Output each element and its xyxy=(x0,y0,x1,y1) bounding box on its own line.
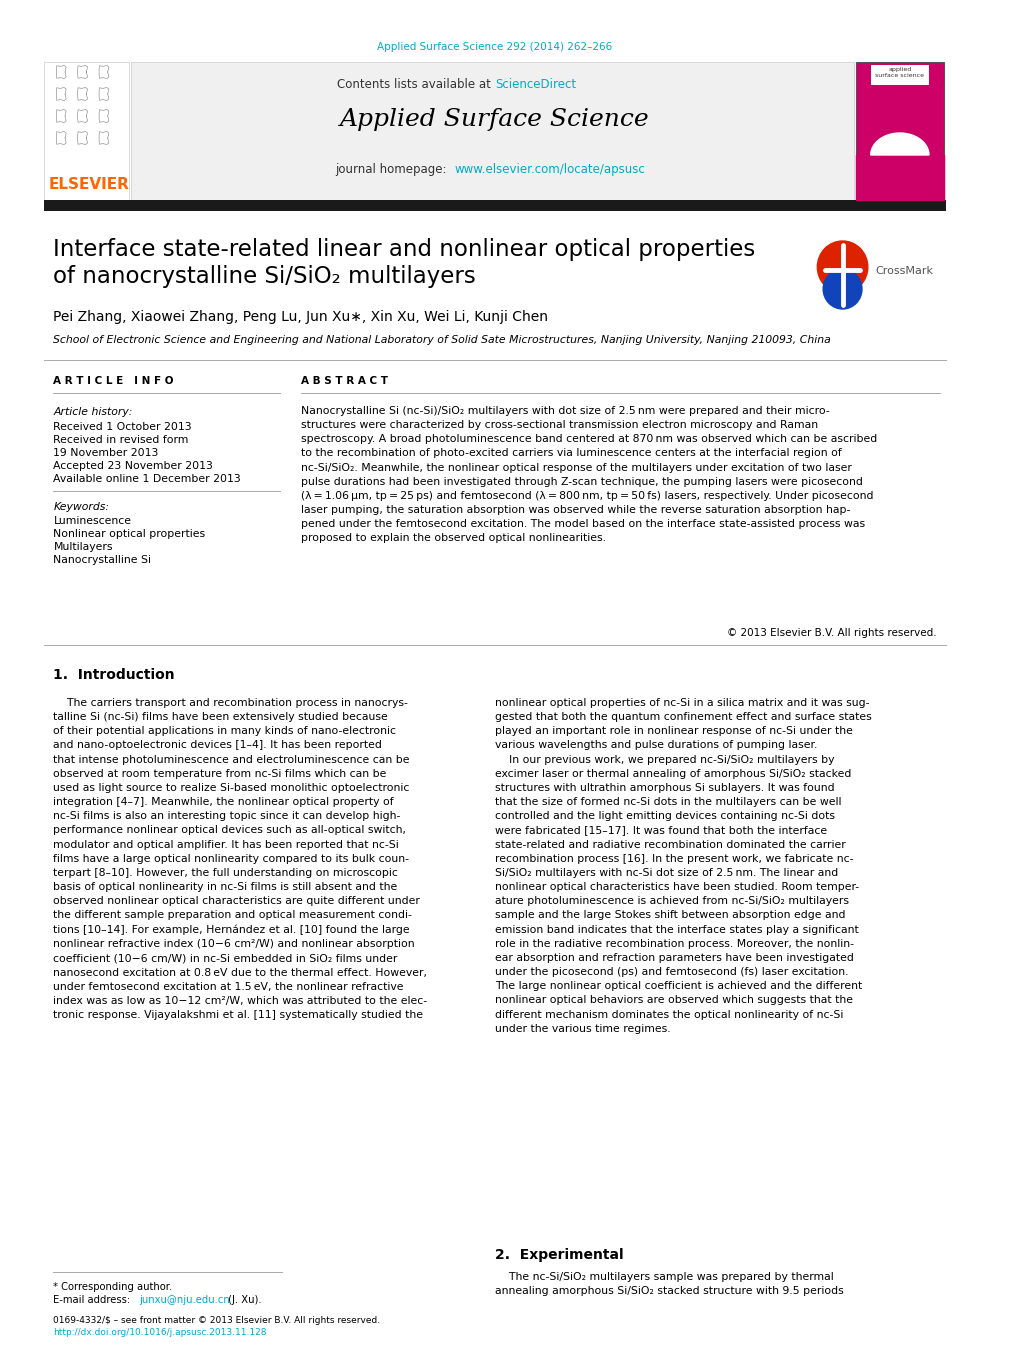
Text: www.elsevier.com/locate/apsusc: www.elsevier.com/locate/apsusc xyxy=(453,163,644,176)
Text: The carriers transport and recombination process in nanocrys-
talline Si (nc-Si): The carriers transport and recombination… xyxy=(53,698,427,1020)
Text: Keywords:: Keywords: xyxy=(53,503,109,512)
Text: Article history:: Article history: xyxy=(53,407,132,417)
Circle shape xyxy=(822,269,861,309)
Text: © 2013 Elsevier B.V. All rights reserved.: © 2013 Elsevier B.V. All rights reserved… xyxy=(727,628,935,638)
Text: School of Electronic Science and Engineering and National Laboratory of Solid Sa: School of Electronic Science and Enginee… xyxy=(53,335,830,345)
Text: 0169-4332/$ – see front matter © 2013 Elsevier B.V. All rights reserved.: 0169-4332/$ – see front matter © 2013 El… xyxy=(53,1316,380,1325)
Text: http://dx.doi.org/10.1016/j.apsusc.2013.11.128: http://dx.doi.org/10.1016/j.apsusc.2013.… xyxy=(53,1328,267,1337)
Circle shape xyxy=(816,240,867,293)
Text: Received in revised form: Received in revised form xyxy=(53,435,189,444)
Text: junxu@nju.edu.cn: junxu@nju.edu.cn xyxy=(139,1296,229,1305)
Text: CrossMark: CrossMark xyxy=(874,266,932,276)
Text: Available online 1 December 2013: Available online 1 December 2013 xyxy=(53,474,240,484)
FancyBboxPatch shape xyxy=(855,62,943,200)
Text: nonlinear optical properties of nc-Si in a silica matrix and it was sug-
gested : nonlinear optical properties of nc-Si in… xyxy=(494,698,871,1034)
Text: E-mail address:: E-mail address: xyxy=(53,1296,133,1305)
FancyBboxPatch shape xyxy=(130,62,853,200)
Text: 2.  Experimental: 2. Experimental xyxy=(494,1248,623,1262)
Text: ScienceDirect: ScienceDirect xyxy=(494,78,576,91)
FancyBboxPatch shape xyxy=(44,200,946,211)
Text: 1.  Introduction: 1. Introduction xyxy=(53,667,175,682)
Text: Nanocrystalline Si (nc-Si)/SiO₂ multilayers with dot size of 2.5 nm were prepare: Nanocrystalline Si (nc-Si)/SiO₂ multilay… xyxy=(301,407,876,543)
Text: A B S T R A C T: A B S T R A C T xyxy=(301,376,387,386)
Text: Luminescence: Luminescence xyxy=(53,516,131,526)
Text: A R T I C L E   I N F O: A R T I C L E I N F O xyxy=(53,376,173,386)
Text: 19 November 2013: 19 November 2013 xyxy=(53,449,159,458)
Text: * Corresponding author.: * Corresponding author. xyxy=(53,1282,172,1292)
FancyBboxPatch shape xyxy=(44,62,129,200)
Text: Nanocrystalline Si: Nanocrystalline Si xyxy=(53,555,151,565)
Text: Accepted 23 November 2013: Accepted 23 November 2013 xyxy=(53,461,213,471)
Text: Multilayers: Multilayers xyxy=(53,542,113,553)
Text: Applied Surface Science 292 (2014) 262–266: Applied Surface Science 292 (2014) 262–2… xyxy=(377,42,612,51)
Text: (J. Xu).: (J. Xu). xyxy=(225,1296,262,1305)
Text: The nc-Si/SiO₂ multilayers sample was prepared by thermal
annealing amorphous Si: The nc-Si/SiO₂ multilayers sample was pr… xyxy=(494,1273,843,1296)
Text: Nonlinear optical properties: Nonlinear optical properties xyxy=(53,530,205,539)
FancyBboxPatch shape xyxy=(870,65,928,85)
Polygon shape xyxy=(870,132,928,155)
Text: ELSEVIER: ELSEVIER xyxy=(49,177,129,192)
Text: Received 1 October 2013: Received 1 October 2013 xyxy=(53,422,192,432)
Text: Pei Zhang, Xiaowei Zhang, Peng Lu, Jun Xu∗, Xin Xu, Wei Li, Kunji Chen: Pei Zhang, Xiaowei Zhang, Peng Lu, Jun X… xyxy=(53,309,548,324)
Text: of nanocrystalline Si/SiO₂ multilayers: of nanocrystalline Si/SiO₂ multilayers xyxy=(53,265,476,288)
Text: journal homepage:: journal homepage: xyxy=(334,163,453,176)
Text: applied
surface science: applied surface science xyxy=(874,68,923,78)
Text: Contents lists available at: Contents lists available at xyxy=(337,78,494,91)
Text: Applied Surface Science: Applied Surface Science xyxy=(340,108,649,131)
Text: Interface state-related linear and nonlinear optical properties: Interface state-related linear and nonli… xyxy=(53,238,755,261)
